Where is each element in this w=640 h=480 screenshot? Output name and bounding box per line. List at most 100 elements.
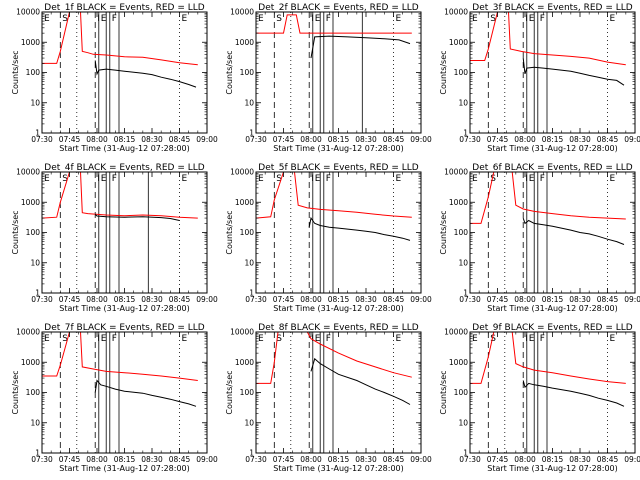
y-axis-label: Counts/sec [439,50,448,94]
x-tick-label: 07:45 [59,455,81,464]
flag-label: E [101,174,107,184]
x-tick-label: 08:45 [597,295,619,304]
flag-label: E [315,334,321,344]
flag-label: E [44,334,50,344]
chart-title: Det_8f BLACK = Events, RED = LLD [258,323,418,333]
x-tick-label: 09:00 [196,135,218,144]
x-tick-label: 08:30 [569,295,591,304]
y-tick-label: 1000 [449,358,468,367]
y-tick-label: 10 [458,418,468,427]
flag-label: E [258,174,264,184]
y-axis-label: Counts/sec [225,50,234,94]
y-tick-label: 1 [249,129,254,138]
series-line-events [308,216,411,241]
x-tick-label: 07:45 [487,455,509,464]
x-tick-label: 07:30 [459,295,481,304]
series-line-lld [470,171,626,224]
flag-label: I [97,14,100,24]
x-tick-label: 08:30 [569,135,591,144]
flag-label: E [258,334,264,344]
y-tick-label: 10 [458,258,468,267]
y-axis-label: Counts/sec [225,210,234,254]
y-tick-label: 10000 [16,8,40,17]
flag-label: E [258,14,264,24]
series-line-events [310,357,411,405]
series-line-events [94,213,180,221]
flag-label: E [529,14,535,24]
flag-label: E [529,334,535,344]
y-tick-label: 100 [454,68,469,77]
flag-label: E [610,174,616,184]
y-tick-label: 100 [240,68,255,77]
flag-label: S [276,14,282,24]
flag-label: F [326,334,331,344]
series-line-events [94,60,197,88]
flag-label: I [525,174,528,184]
flag-label: E [315,14,321,24]
x-tick-label: 08:00 [300,295,322,304]
flag-label: E [101,334,107,344]
x-tick-label: 08:00 [86,295,108,304]
series-line-lld [255,171,412,219]
flag-label: F [112,174,117,184]
flag-label: S [62,174,68,184]
y-tick-label: 1000 [21,38,40,47]
x-tick-label: 08:00 [514,455,536,464]
flag-label: I [311,14,314,24]
flag-label: E [182,14,188,24]
x-tick-label: 07:30 [31,455,53,464]
x-tick-label: 08:00 [300,455,322,464]
series-line-events [522,380,625,407]
y-tick-label: 100 [240,228,255,237]
x-tick-label: 08:45 [383,295,405,304]
series-line-lld [41,171,198,219]
series-line-events [522,58,625,86]
flag-label: I [97,334,100,344]
y-tick-label: 10000 [444,328,468,337]
y-axis-label: Counts/sec [11,210,20,254]
flag-label: S [490,14,496,24]
y-tick-label: 10 [30,258,40,267]
y-tick-label: 1000 [235,38,254,47]
x-tick-label: 07:45 [273,295,295,304]
y-tick-label: 10000 [16,328,40,337]
plot-frame [41,171,208,294]
x-tick-label: 08:45 [169,295,191,304]
x-tick-label: 07:45 [273,455,295,464]
x-tick-label: 07:30 [245,135,267,144]
x-tick-label: 08:15 [114,295,136,304]
x-tick-label: 08:30 [569,455,591,464]
y-axis-label: Counts/sec [11,370,20,414]
flag-label: F [540,14,545,24]
x-tick-label: 07:45 [59,135,81,144]
x-tick-label: 08:15 [542,455,564,464]
x-tick-label: 09:00 [410,135,432,144]
flag-label: E [182,334,188,344]
x-tick-label: 08:30 [141,295,163,304]
flag-label: E [472,334,478,344]
series-line-lld [256,331,412,384]
chart-title: Det_9f BLACK = Events, RED = LLD [472,323,632,333]
flag-label: E [44,174,50,184]
x-axis-label: Start Time (31-Aug-12 07:28:00) [487,464,618,473]
y-tick-label: 1 [249,449,254,458]
flag-label: S [276,334,282,344]
x-tick-label: 07:30 [31,135,53,144]
flag-label: F [326,14,331,24]
flag-label: E [472,14,478,24]
y-tick-label: 1000 [21,358,40,367]
y-axis-label: Counts/sec [439,370,448,414]
plot-frame [255,171,422,294]
x-axis-label: Start Time (31-Aug-12 07:28:00) [273,464,404,473]
flag-label: E [182,174,188,184]
flag-label: F [540,174,545,184]
flag-label: I [525,334,528,344]
flag-label: E [101,14,107,24]
y-tick-label: 10000 [230,328,254,337]
